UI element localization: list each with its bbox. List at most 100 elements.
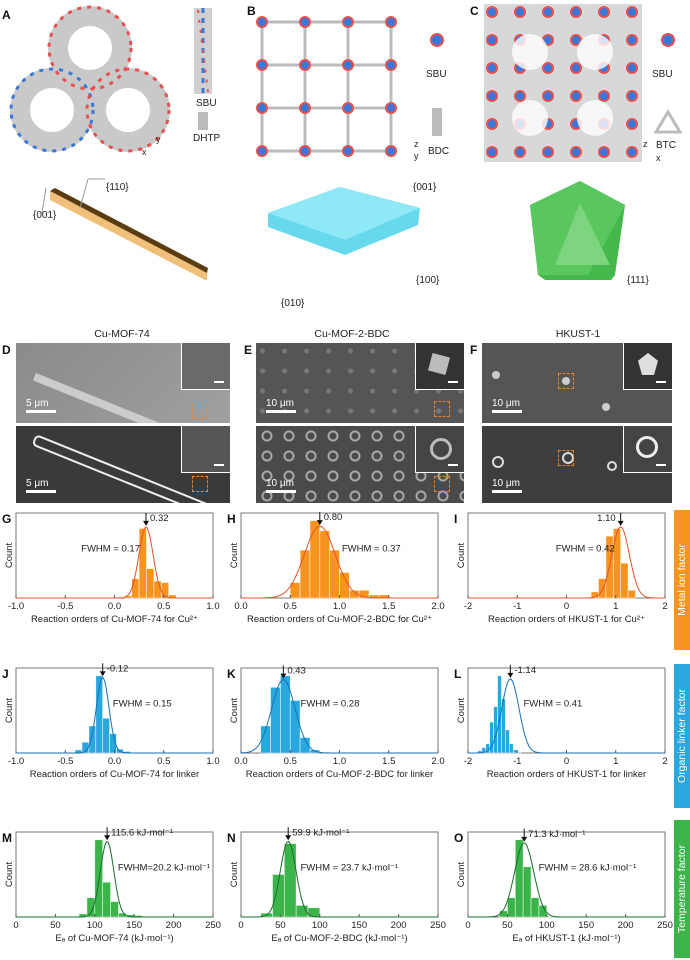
cu-node <box>626 6 638 18</box>
histogram-bar <box>102 881 111 918</box>
sem-inset <box>181 343 230 390</box>
peak-value-label: 71.3 kJ·mol⁻¹ <box>528 829 585 840</box>
peak-value-label: -1.14 <box>514 665 536 676</box>
x-tick-label: 0.0 <box>108 756 121 767</box>
pore <box>577 100 613 136</box>
peak-arrow-head-icon <box>285 835 292 841</box>
x-tick-label: 150 <box>578 920 594 931</box>
peak-value-label: 0.80 <box>324 512 343 523</box>
peak-value-label: -0.12 <box>107 663 129 674</box>
cu-node <box>542 62 554 74</box>
x-axis-label: Reaction orders of HKUST-1 for linker <box>487 769 646 780</box>
x-tick-label: 0 <box>564 756 569 767</box>
fwhm-label: FWHM=20.2 kJ·mol⁻¹ <box>118 862 210 873</box>
axis-z-b: z <box>414 139 419 149</box>
x-tick-label: 2 <box>662 756 667 767</box>
panel-label: O <box>454 831 463 845</box>
fwhm-label: FWHM = 0.41 <box>523 698 582 709</box>
x-tick-label: 100 <box>539 920 555 931</box>
histogram-bar <box>270 686 281 754</box>
panel-label-f: F <box>470 343 478 357</box>
cu-node <box>299 16 311 28</box>
panel-label: I <box>454 512 457 526</box>
x-axis-label: Reaction orders of Cu-MOF-74 for Cu²⁺ <box>31 614 198 625</box>
histogram-panel-g: G -1.0 -0.5 0.0 0.5 1.0 Reaction orders of Cu-… <box>2 512 220 625</box>
facet-rod-110: {110} <box>106 182 129 193</box>
peak-arrow-head-icon <box>316 520 323 526</box>
x-tick-label: 0.0 <box>234 756 247 767</box>
peak-value-label: 0.43 <box>287 666 306 677</box>
x-tick-label: 1 <box>613 601 618 612</box>
axis-y-b: y <box>414 151 419 161</box>
y-axis-label: Count <box>4 542 15 568</box>
sbu-label-a: SBU <box>196 98 217 109</box>
peak-value-label: 1.10 <box>597 513 616 524</box>
column-title-cu-mof-74: Cu-MOF-74 <box>94 328 150 340</box>
x-tick-label: 100 <box>312 920 328 931</box>
histogram-bar <box>283 843 297 918</box>
fwhm-label: FWHM = 0.28 <box>301 698 360 709</box>
sbu-label-b: SBU <box>426 69 447 80</box>
cu-node <box>542 6 554 18</box>
histogram-bar <box>138 528 147 599</box>
cu-node <box>626 34 638 46</box>
cu-node <box>256 16 268 28</box>
x-tick-label: 0.0 <box>234 601 247 612</box>
panel-label: G <box>2 512 11 526</box>
x-tick-label: 1.0 <box>206 601 219 612</box>
x-tick-label: 2.0 <box>431 601 444 612</box>
histogram-panel-k: K 0.0 0.5 1.0 1.5 2.0 Reaction orders of Cu-MO… <box>227 665 445 780</box>
histogram-bar <box>299 737 311 754</box>
cu-node <box>570 146 582 158</box>
cu-node <box>486 118 498 130</box>
panel-label: M <box>2 831 12 845</box>
histogram-bar <box>102 717 110 754</box>
gaussian-fit-curve <box>241 840 438 918</box>
x-tick-label: 250 <box>205 920 221 931</box>
octahedron-crystal <box>530 181 625 280</box>
cu-node <box>598 90 610 102</box>
fluorescence-inset <box>415 426 464 473</box>
axis-y-a: y <box>156 134 161 144</box>
cu-node <box>570 62 582 74</box>
panel-label-d: D <box>2 343 11 357</box>
x-tick-label: 0.5 <box>157 756 170 767</box>
fluorescence-inset <box>623 426 672 473</box>
gaussian-fit-curve <box>241 525 438 599</box>
cu-node <box>385 145 397 157</box>
cu-node <box>342 145 354 157</box>
crystal-morphologies <box>41 178 625 280</box>
histogram-bar <box>299 549 311 599</box>
cu-node <box>626 118 638 130</box>
linker-label-bdc: BDC <box>428 146 450 157</box>
facet-slab-010: {010} <box>281 298 305 309</box>
cu-node <box>385 16 397 28</box>
x-axis-label: Reaction orders of Cu-MOF-2-BDC for link… <box>246 769 433 780</box>
plot-frame <box>15 512 214 599</box>
histogram-bar <box>309 520 321 599</box>
panel-label: K <box>227 667 236 681</box>
facet-slab-100: {100} <box>416 275 440 286</box>
peak-value-label: 59.9 kJ·mol⁻¹ <box>292 827 349 838</box>
x-tick-label: -1.0 <box>8 756 24 767</box>
sem-inset <box>623 343 672 390</box>
rod-crystal <box>41 178 208 280</box>
panel-label: N <box>227 831 236 845</box>
column-title-hkust-1: HKUST-1 <box>555 328 601 340</box>
pore <box>512 34 548 70</box>
histogram-bar <box>516 751 522 754</box>
cu-node <box>486 34 498 46</box>
sbu-node <box>430 33 444 47</box>
histogram-bar <box>358 589 370 599</box>
panel-label: L <box>454 667 461 681</box>
cu-node <box>299 145 311 157</box>
x-tick-label: 250 <box>430 920 446 931</box>
plot-frame <box>467 512 666 599</box>
cu-node <box>514 146 526 158</box>
cu-node <box>598 146 610 158</box>
fwhm-label: FWHM = 0.37 <box>342 543 401 554</box>
histogram-panel-l: L -2 -1 0 1 2 Reaction orders of HKUST-1 for l… <box>454 664 668 780</box>
cu-node <box>514 6 526 18</box>
histogram-bar <box>131 578 140 599</box>
